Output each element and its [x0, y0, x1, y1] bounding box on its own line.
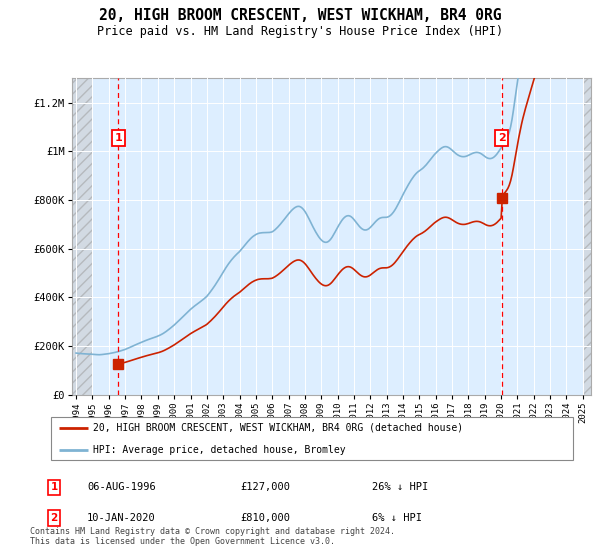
Text: £810,000: £810,000 [240, 513, 290, 523]
Text: 20, HIGH BROOM CRESCENT, WEST WICKHAM, BR4 0RG (detached house): 20, HIGH BROOM CRESCENT, WEST WICKHAM, B… [93, 423, 463, 433]
Text: Contains HM Land Registry data © Crown copyright and database right 2024.
This d: Contains HM Land Registry data © Crown c… [30, 526, 395, 546]
Text: 06-AUG-1996: 06-AUG-1996 [87, 482, 156, 492]
Text: 1: 1 [50, 482, 58, 492]
Text: 2: 2 [498, 133, 505, 143]
Bar [72, 78, 92, 395]
Text: 2: 2 [50, 513, 58, 523]
Bar [583, 78, 591, 395]
Text: Price paid vs. HM Land Registry's House Price Index (HPI): Price paid vs. HM Land Registry's House … [97, 25, 503, 38]
FancyBboxPatch shape [50, 417, 574, 460]
Text: 10-JAN-2020: 10-JAN-2020 [87, 513, 156, 523]
Text: 1: 1 [115, 133, 122, 143]
Text: 6% ↓ HPI: 6% ↓ HPI [372, 513, 422, 523]
Text: 20, HIGH BROOM CRESCENT, WEST WICKHAM, BR4 0RG: 20, HIGH BROOM CRESCENT, WEST WICKHAM, B… [99, 8, 501, 24]
Text: £127,000: £127,000 [240, 482, 290, 492]
Text: 26% ↓ HPI: 26% ↓ HPI [372, 482, 428, 492]
Text: HPI: Average price, detached house, Bromley: HPI: Average price, detached house, Brom… [93, 445, 346, 455]
